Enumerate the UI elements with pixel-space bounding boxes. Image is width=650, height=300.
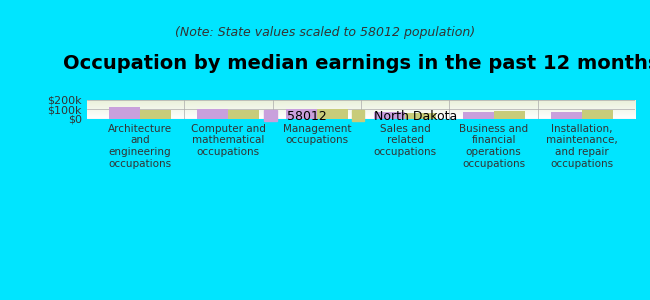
Bar — [405, 113, 436, 119]
Bar — [228, 110, 259, 119]
Bar — [317, 109, 348, 119]
Title: Occupation by median earnings in the past 12 months: Occupation by median earnings in the pas… — [63, 54, 650, 73]
Bar — [582, 110, 613, 119]
Bar — [140, 110, 171, 119]
Bar — [493, 111, 525, 119]
Bar — [198, 110, 228, 119]
Text: (Note: State values scaled to 58012 population): (Note: State values scaled to 58012 popu… — [175, 26, 475, 39]
Bar — [374, 112, 405, 119]
Legend: 58012, North Dakota: 58012, North Dakota — [261, 106, 462, 127]
Bar — [109, 107, 140, 119]
Bar — [286, 110, 317, 119]
Bar — [551, 112, 582, 119]
Bar — [463, 112, 493, 119]
